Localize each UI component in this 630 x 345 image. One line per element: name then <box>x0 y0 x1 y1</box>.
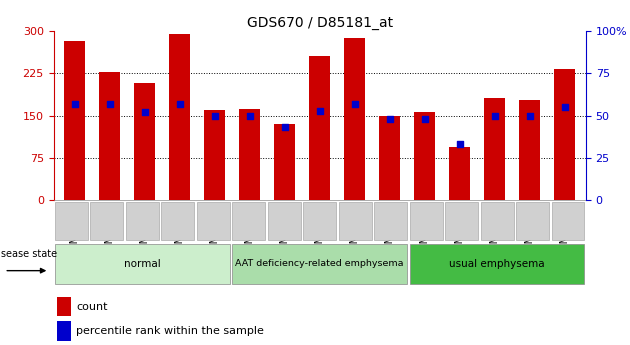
Point <box>140 109 150 115</box>
FancyBboxPatch shape <box>410 202 442 240</box>
FancyBboxPatch shape <box>339 202 372 240</box>
Bar <box>169 34 190 200</box>
Bar <box>415 112 435 200</box>
Text: disease state: disease state <box>0 249 57 259</box>
Point <box>385 116 395 122</box>
Point <box>490 113 500 118</box>
FancyBboxPatch shape <box>374 202 407 240</box>
Point <box>175 101 185 107</box>
FancyBboxPatch shape <box>55 244 229 284</box>
FancyBboxPatch shape <box>268 202 301 240</box>
Bar <box>379 116 400 200</box>
Bar <box>204 110 225 200</box>
Point <box>280 125 290 130</box>
FancyBboxPatch shape <box>232 244 407 284</box>
Point <box>420 116 430 122</box>
Point <box>105 101 115 107</box>
Bar <box>57 297 71 316</box>
Point <box>560 104 570 110</box>
FancyBboxPatch shape <box>410 244 585 284</box>
Bar <box>134 83 155 200</box>
FancyBboxPatch shape <box>161 202 194 240</box>
Point <box>455 141 465 147</box>
Point <box>210 113 220 118</box>
Bar <box>239 109 260 200</box>
Bar <box>344 38 365 200</box>
Point <box>244 113 255 118</box>
Point <box>525 113 535 118</box>
FancyBboxPatch shape <box>197 202 229 240</box>
Bar <box>449 147 471 200</box>
Text: normal: normal <box>124 259 161 269</box>
FancyBboxPatch shape <box>481 202 513 240</box>
Bar <box>99 72 120 200</box>
Bar <box>274 124 295 200</box>
Point <box>350 101 360 107</box>
Bar <box>309 57 330 200</box>
FancyBboxPatch shape <box>232 202 265 240</box>
Point <box>69 101 79 107</box>
FancyBboxPatch shape <box>55 202 88 240</box>
Bar <box>484 98 505 200</box>
Bar <box>57 321 71 341</box>
Point <box>315 108 325 113</box>
Bar <box>64 41 85 200</box>
Text: count: count <box>76 302 108 312</box>
FancyBboxPatch shape <box>517 202 549 240</box>
FancyBboxPatch shape <box>445 202 478 240</box>
FancyBboxPatch shape <box>304 202 336 240</box>
Title: GDS670 / D85181_at: GDS670 / D85181_at <box>247 16 392 30</box>
Bar <box>554 69 575 200</box>
FancyBboxPatch shape <box>91 202 123 240</box>
FancyBboxPatch shape <box>126 202 159 240</box>
Text: AAT deficiency-related emphysema: AAT deficiency-related emphysema <box>236 259 404 268</box>
Text: usual emphysema: usual emphysema <box>449 259 545 269</box>
Text: percentile rank within the sample: percentile rank within the sample <box>76 326 264 336</box>
Bar <box>519 100 541 200</box>
FancyBboxPatch shape <box>552 202 585 240</box>
